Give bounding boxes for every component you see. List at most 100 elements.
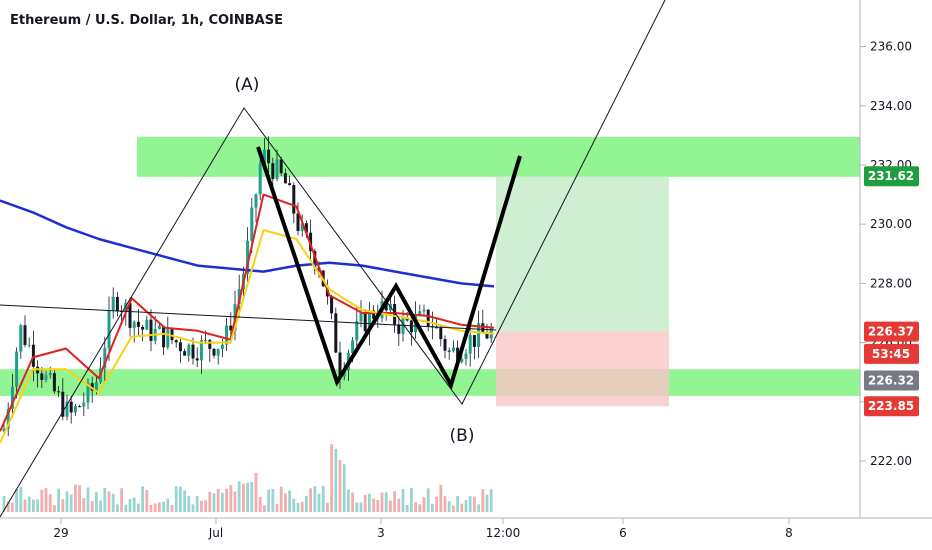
volume-bar [90, 501, 94, 512]
candle-body [73, 406, 77, 413]
candle-body [460, 358, 464, 363]
candle-body [426, 309, 430, 327]
volume-bar [468, 496, 472, 512]
volume-bar [321, 486, 325, 512]
candle-body [330, 296, 334, 314]
volume-bar [225, 488, 228, 512]
candle-body [443, 339, 447, 351]
candle-body [288, 183, 292, 186]
candle-body [296, 213, 300, 231]
candle-body [355, 321, 359, 341]
volume-bar [380, 492, 384, 512]
volume-bar [405, 504, 409, 512]
candle-body [258, 163, 262, 195]
volume-bar [359, 502, 363, 512]
candle-body [481, 323, 485, 334]
drawings-layer [0, 0, 666, 518]
volume-bar [481, 489, 485, 512]
volume-bar [132, 497, 136, 512]
volume-bar [477, 504, 480, 512]
candle-body [313, 251, 317, 268]
volume-bar [288, 490, 291, 512]
volume-bar [216, 488, 220, 512]
projected-path [256, 146, 522, 391]
volume-bar [158, 502, 161, 512]
volume-bar [57, 488, 60, 512]
candle-body [149, 319, 153, 341]
candle-body [468, 335, 472, 354]
volume-bar [456, 496, 459, 512]
volume-bar [263, 505, 266, 512]
volume-bar [183, 490, 186, 512]
volume-bar [48, 494, 52, 512]
candle-body [267, 149, 271, 164]
candle-body [199, 340, 203, 361]
volume-bar [195, 495, 199, 512]
volume-bar [2, 496, 6, 512]
time-axis-ticks: 29 Jul 3 12:00 6 8 [53, 518, 793, 540]
volume-bar [452, 505, 455, 512]
candle-body [78, 406, 82, 408]
volume-bar [153, 503, 157, 512]
annotation-a: (A) [235, 75, 260, 95]
candle-body [27, 344, 31, 346]
candle-body [250, 207, 254, 241]
candle-body [393, 304, 397, 325]
candle-body [422, 309, 426, 312]
price-badge [864, 343, 919, 364]
candle-body [128, 302, 132, 328]
candle-body [472, 335, 476, 347]
volume-bar [401, 488, 405, 512]
volume-bar [292, 498, 296, 512]
volume-bar [65, 491, 69, 512]
volume-bar [187, 495, 191, 512]
time-tick-label: 12:00 [486, 526, 521, 540]
volume-bar [267, 489, 270, 512]
candle-body [141, 326, 145, 330]
volume-bar [32, 499, 35, 512]
candle-body [485, 333, 489, 339]
volume-bar [435, 496, 438, 512]
candle-body [166, 329, 170, 348]
price-badge-label: 231.62 [868, 169, 914, 183]
volume-bar [368, 493, 371, 512]
volume-bar [376, 500, 380, 512]
volume-bar [208, 491, 212, 512]
candle-body [6, 408, 10, 429]
candle-body [40, 373, 44, 380]
volume-bar [489, 489, 493, 512]
candle-body [435, 327, 439, 329]
volume-bar [300, 501, 304, 512]
volume-bar [174, 486, 178, 512]
volume-bar [15, 488, 18, 512]
volume-bar [422, 497, 426, 512]
candle-body [464, 353, 468, 359]
time-tick-label: 6 [619, 526, 627, 540]
candle-body [208, 340, 212, 349]
volume-bar [86, 487, 90, 512]
volume-bar [372, 498, 375, 512]
annotation-b: (B) [450, 426, 475, 446]
position-profit-area [496, 176, 669, 332]
time-tick-label: 29 [53, 526, 68, 540]
candle-body [23, 325, 27, 345]
volume-bar [95, 492, 98, 512]
price-tick-label: 230.00 [870, 217, 912, 231]
volume-bar [36, 499, 39, 512]
price-badge [864, 166, 919, 187]
price-tick-label: 234.00 [870, 99, 912, 113]
candle-body [195, 358, 199, 361]
volume-bar [128, 498, 132, 512]
time-tick-label: 8 [785, 526, 793, 540]
volume-bar [439, 484, 443, 512]
volume-bar [204, 500, 207, 512]
volume-bar [275, 503, 279, 512]
candle-body [191, 344, 195, 359]
volume-bar [426, 488, 430, 512]
volume-bar [78, 485, 81, 512]
candle-body [111, 296, 115, 311]
candle-body [52, 373, 56, 392]
candle-body [262, 149, 266, 164]
volume-bar [258, 496, 262, 512]
